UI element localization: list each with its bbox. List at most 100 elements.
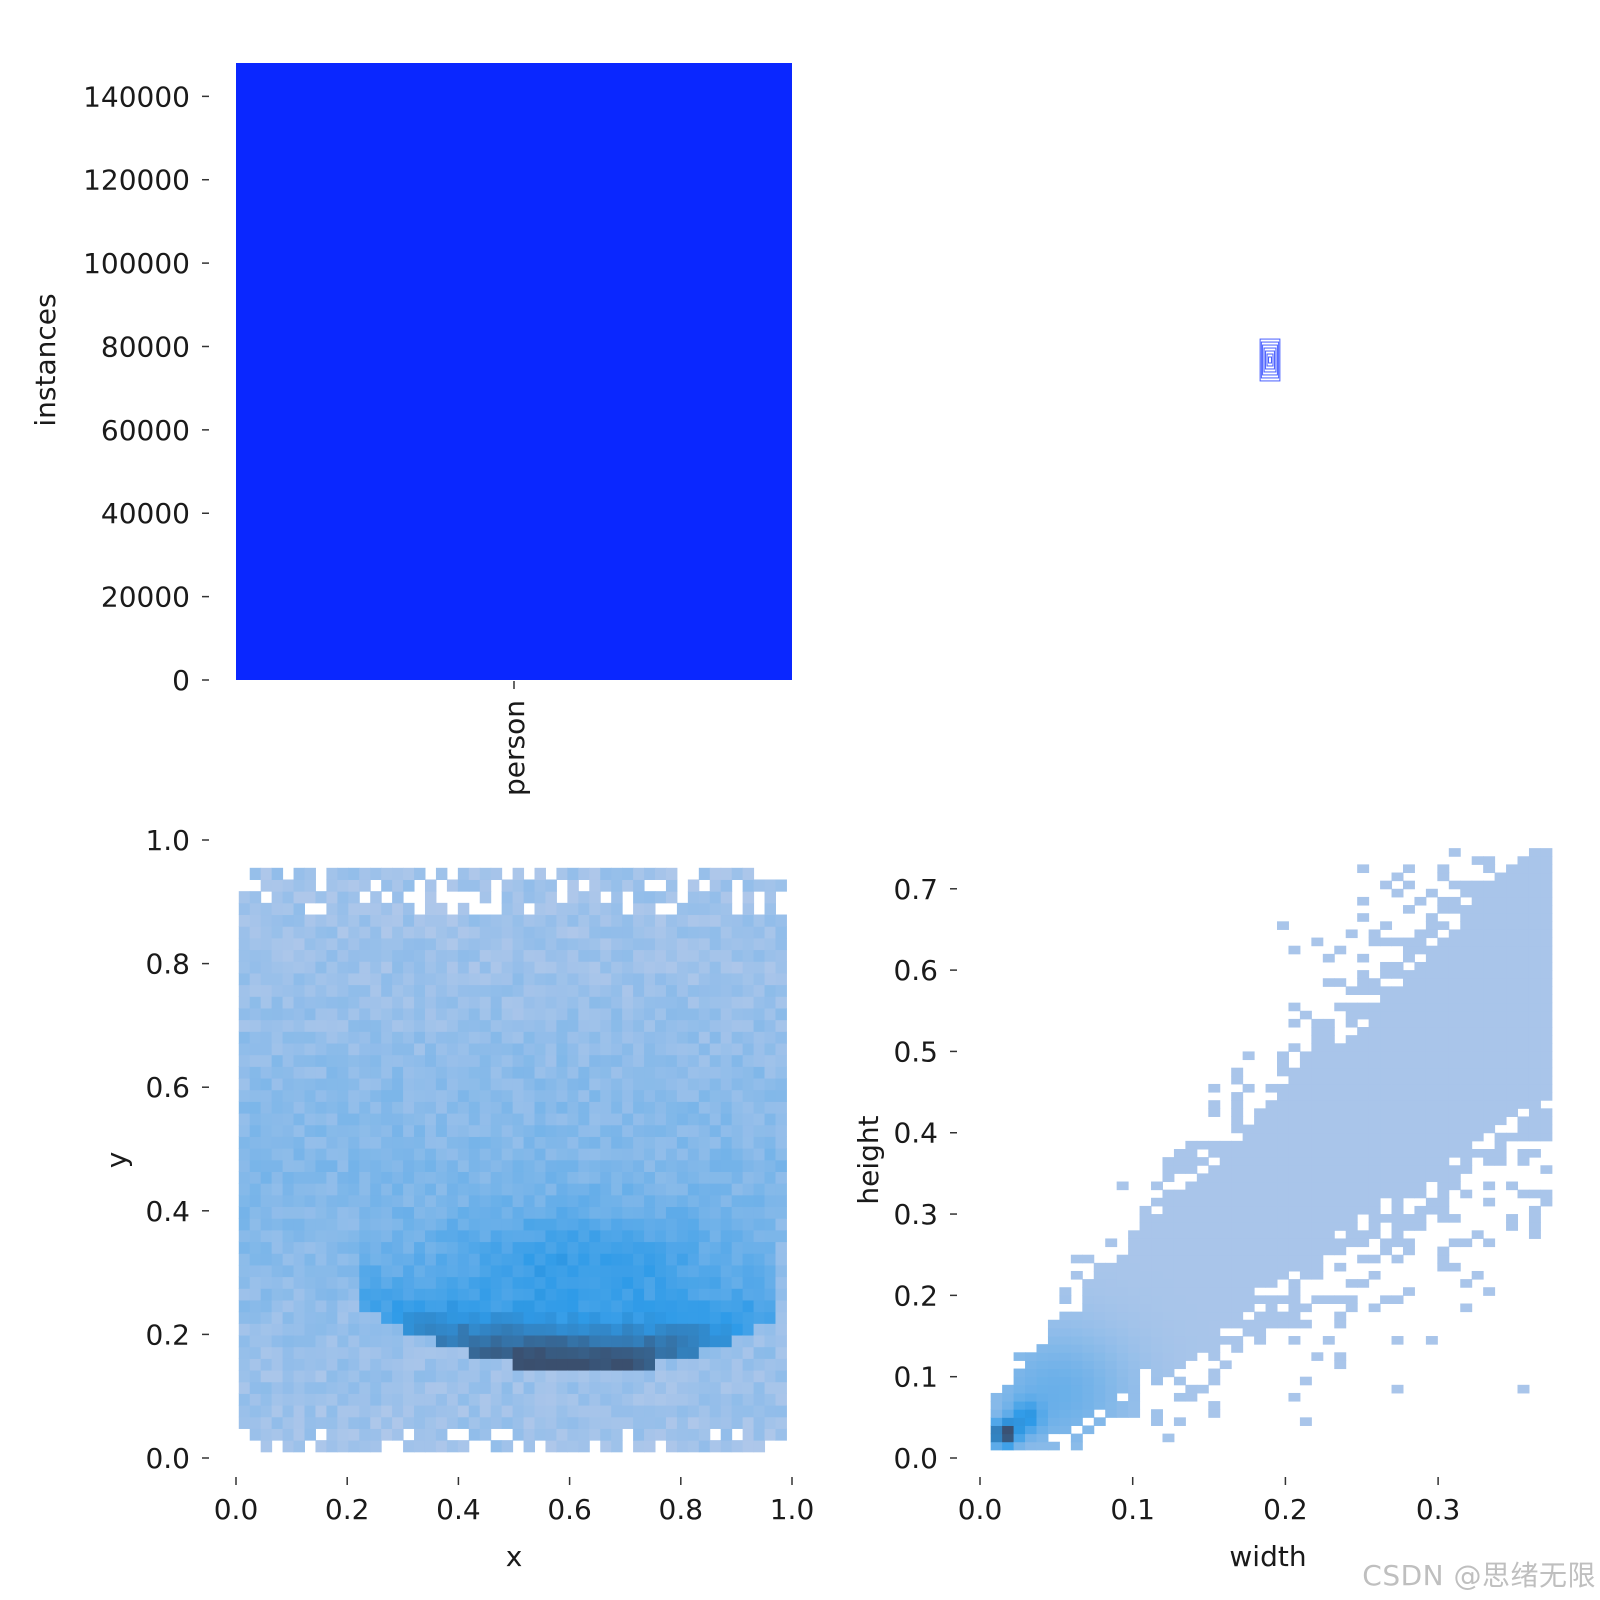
heatmap-cell: [315, 1311, 327, 1324]
heatmap-cell: [457, 1078, 470, 1091]
heatmap-cell: [337, 1171, 349, 1184]
heatmap-cell: [501, 1440, 514, 1453]
heatmap-cell: [337, 1299, 349, 1313]
heatmap-cell: [249, 902, 262, 916]
heatmap-cell: [775, 1323, 787, 1336]
heatmap-cell: [348, 1043, 360, 1056]
heatmap-cell: [545, 972, 557, 986]
heatmap-cell: [326, 1194, 338, 1208]
heatmap-cell: [381, 1148, 393, 1161]
heatmap-cell: [424, 1299, 437, 1313]
heatmap-cell: [534, 972, 546, 986]
heatmap-cell: [753, 1171, 766, 1184]
heatmap-cell: [446, 1335, 459, 1348]
heatmap-cell: [326, 1358, 338, 1371]
heatmap-cell: [1460, 1027, 1473, 1036]
heatmap-cell: [1380, 961, 1393, 971]
heatmap-cell: [501, 1323, 514, 1336]
heatmap-cell: [326, 1171, 338, 1184]
box-outline: [1268, 356, 1272, 364]
heatmap-cell: [556, 937, 568, 951]
heatmap-cell: [1093, 1270, 1106, 1280]
heatmap-cell: [381, 996, 393, 1009]
heatmap-cell: [370, 1078, 382, 1091]
heatmap-cell: [764, 1171, 776, 1184]
heatmap-cell: [687, 914, 700, 927]
heatmap-cell: [238, 914, 251, 927]
heatmap-cell: [479, 1299, 492, 1313]
heatmap-cell: [676, 914, 689, 927]
heatmap-cell: [1425, 1100, 1438, 1109]
heatmap-cell: [720, 902, 733, 916]
heatmap-cell: [1460, 1238, 1473, 1248]
heatmap-cell: [260, 961, 273, 974]
heatmap-cell: [359, 1405, 371, 1418]
heatmap-cell: [1185, 1327, 1198, 1337]
heatmap-cell: [468, 1416, 481, 1429]
heatmap-cell: [359, 902, 371, 916]
heatmap-cell: [501, 891, 514, 904]
heatmap-cell: [720, 867, 733, 880]
heatmap-cell: [1070, 1360, 1083, 1370]
heatmap-cell: [1380, 1010, 1393, 1020]
heatmap-cell: [457, 1253, 470, 1266]
heatmap-cell: [731, 1276, 744, 1289]
heatmap-cell: [1208, 1401, 1221, 1410]
heatmap-cell: [512, 1007, 525, 1021]
heatmap-cell: [1265, 1124, 1278, 1134]
heatmap-cell: [589, 1066, 601, 1079]
heatmap-cell: [720, 1264, 733, 1278]
heatmap-cell: [282, 1241, 295, 1254]
heatmap-cell: [446, 1218, 459, 1231]
heatmap-cell: [512, 1078, 525, 1091]
heatmap-cell: [1437, 1181, 1450, 1191]
heatmap-cell: [698, 1253, 711, 1266]
heatmap-cell: [709, 1007, 722, 1021]
heatmap-cell: [1265, 1197, 1278, 1207]
heatmap-cell: [1288, 1149, 1301, 1158]
heatmap-cell: [600, 879, 612, 892]
heatmap-cell: [589, 1136, 601, 1149]
heatmap-cell: [512, 1113, 525, 1126]
heatmap-cell: [238, 1054, 251, 1067]
heatmap-cell: [578, 1136, 590, 1149]
heatmap-cell: [238, 1194, 251, 1208]
heatmap-cell: [1128, 1262, 1141, 1272]
heatmap-cell: [490, 961, 503, 974]
heatmap-cell: [709, 926, 722, 939]
heatmap-cell: [1082, 1319, 1095, 1329]
heatmap-cell: [1528, 1067, 1541, 1077]
heatmap-cell: [523, 1194, 536, 1208]
heatmap-cell: [698, 1370, 711, 1383]
heatmap-cell: [633, 1078, 645, 1091]
heatmap-cell: [1299, 1132, 1312, 1142]
heatmap-cell: [414, 1346, 426, 1359]
heatmap-cell: [359, 996, 371, 1009]
heatmap-cell: [556, 1136, 568, 1149]
heatmap-cell: [1357, 1254, 1370, 1264]
heatmap-cell: [1414, 1010, 1427, 1020]
heatmap-cell: [655, 1183, 667, 1196]
heatmap-cell: [392, 1159, 404, 1172]
heatmap-cell: [1471, 1075, 1484, 1085]
heatmap-cell: [1357, 1279, 1370, 1288]
heatmap-cell: [1082, 1384, 1095, 1394]
heatmap-cell: [1173, 1417, 1186, 1426]
heatmap-cell: [1311, 1108, 1324, 1117]
heatmap-cell: [392, 1043, 404, 1056]
heatmap-cell: [326, 1031, 338, 1044]
heatmap-cell: [260, 984, 273, 997]
heatmap-cell: [1506, 1108, 1519, 1117]
heatmap-cell: [490, 1019, 503, 1032]
heatmap-cell: [1322, 1132, 1335, 1142]
heatmap-cell: [1277, 1059, 1289, 1069]
heatmap-cell: [523, 1416, 536, 1429]
heatmap-cell: [381, 1428, 393, 1441]
heatmap-cell: [304, 1007, 316, 1021]
heatmap-cell: [1288, 1246, 1301, 1256]
heatmap-cell: [304, 1078, 316, 1091]
heatmap-cell: [271, 1031, 284, 1044]
heatmap-cell: [676, 1381, 689, 1394]
heatmap-cell: [633, 972, 645, 986]
heatmap-cell: [271, 1253, 284, 1266]
